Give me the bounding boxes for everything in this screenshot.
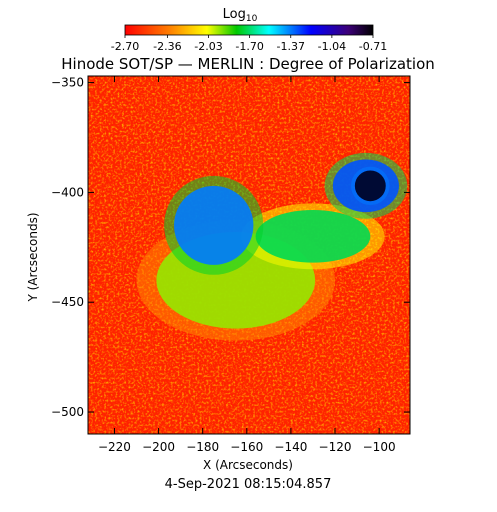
colorbar-tick-label: -1.37 bbox=[277, 40, 305, 53]
heatmap-features bbox=[136, 152, 408, 341]
observation-date: 4-Sep-2021 08:15:04.857 bbox=[165, 477, 332, 492]
y-tick-label: −500 bbox=[51, 405, 84, 419]
x-tick-label: −220 bbox=[98, 440, 131, 454]
x-tick-label: −100 bbox=[363, 440, 396, 454]
x-tick-label: −160 bbox=[230, 440, 263, 454]
x-tick-label: −140 bbox=[274, 440, 307, 454]
chart-title: Hinode SOT/SP — MERLIN : Degree of Polar… bbox=[61, 55, 435, 73]
colorbar-tick-label: -2.70 bbox=[111, 40, 139, 53]
plot-frame bbox=[87, 75, 411, 435]
y-axis: −500 −450 −400 −350 bbox=[51, 76, 410, 419]
x-tick-label: −120 bbox=[319, 440, 352, 454]
feature-sunspot-umbra bbox=[354, 170, 386, 202]
colorbar-tick-label: -1.70 bbox=[235, 40, 263, 53]
y-tick-label: −450 bbox=[51, 295, 84, 309]
y-tick-label: −400 bbox=[51, 185, 84, 199]
colorbar-tick-label: -2.36 bbox=[153, 40, 181, 53]
feature-plage bbox=[174, 185, 254, 265]
y-axis-label: Y (Arcseconds) bbox=[26, 212, 40, 302]
colorbar-tick-label: -2.03 bbox=[194, 40, 222, 53]
feature-plage bbox=[255, 209, 371, 263]
colorbar-tick-label: -1.04 bbox=[318, 40, 346, 53]
x-tick-label: −180 bbox=[186, 440, 219, 454]
colorbar-ticks: -2.70 -2.36 -2.03 -1.70 -1.37 -1.04 -0.71 bbox=[111, 35, 387, 53]
x-tick-label: −200 bbox=[142, 440, 175, 454]
colorbar-tick-label: -0.71 bbox=[359, 40, 387, 53]
colorbar-label: Log10 bbox=[223, 7, 258, 24]
x-axis: −220 −200 −180 −160 −140 −120 −100 bbox=[98, 76, 396, 454]
x-axis-label: X (Arcseconds) bbox=[203, 458, 293, 472]
plot-area: −220 −200 −180 −160 −140 −120 −100 −500 −450 −40… bbox=[51, 75, 411, 454]
colorbar-gradient bbox=[124, 24, 374, 36]
colorbar: Log10 -2.70 -2.36 -2.03 -1.70 -1.37 -1.04 -0.7… bbox=[111, 7, 387, 53]
y-tick-label: −350 bbox=[51, 76, 84, 90]
